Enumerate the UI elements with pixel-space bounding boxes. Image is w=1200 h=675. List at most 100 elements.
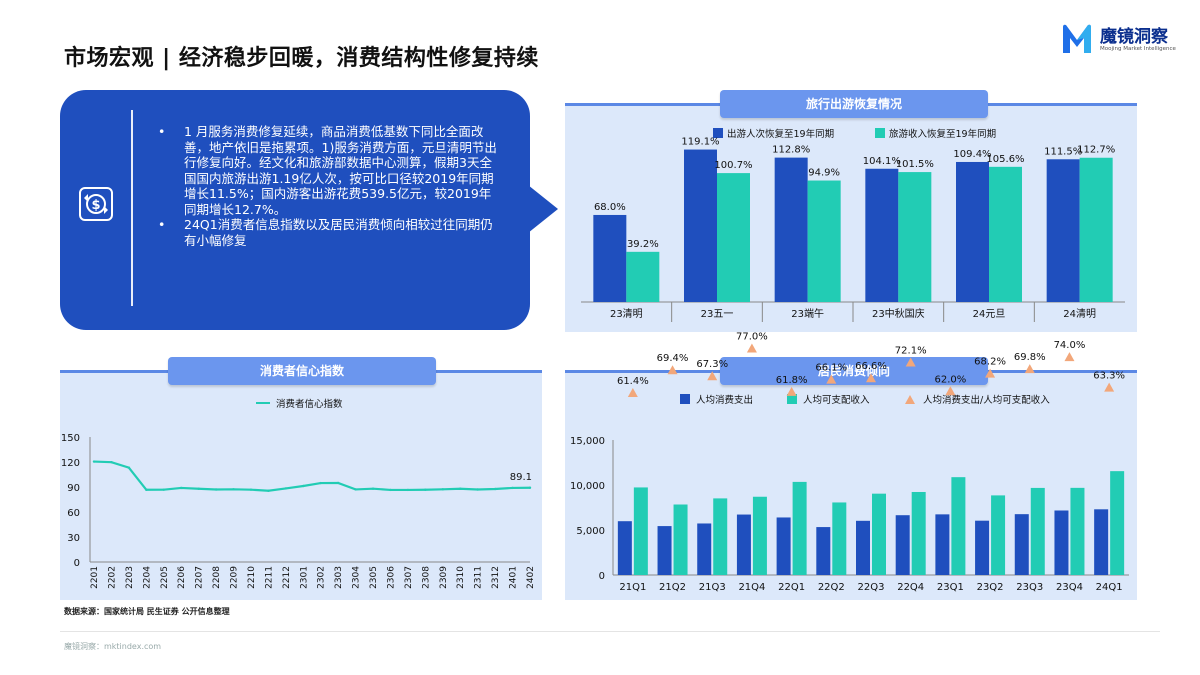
x-tick-label: 22Q3 (858, 582, 885, 593)
svg-text:$: $ (91, 198, 100, 213)
legend-label-confidence: 消费者信心指数 (276, 398, 343, 410)
bar-income (989, 166, 1022, 302)
legend-label-spending: 人均消费支出 (696, 394, 753, 406)
bar-data-label: 112.8% (772, 145, 810, 156)
bar-spending (1094, 509, 1109, 575)
ratio-marker (1104, 382, 1115, 392)
x-tick-label: 2211 (264, 566, 274, 589)
summary-bullet: 24Q1消费者信息指数以及居民消费倾向相较过往同期仍有小幅修复 (158, 217, 498, 248)
y-tick-label: 0 (74, 558, 80, 569)
x-tick-label: 23五一 (701, 309, 734, 320)
footer-text: 魔镜洞察：mktindex.com (64, 642, 162, 651)
legend-label-income: 人均可支配收入 (803, 394, 870, 406)
confidence-chart: 消费者信心指数 150 120 90 60 30 0 2201 2202 2203 2204 2205… (61, 398, 536, 589)
ratio-marker (1064, 352, 1075, 362)
confidence-point (389, 488, 392, 492)
x-tick-label: 2312 (491, 566, 501, 589)
x-tick-label: 2209 (230, 566, 240, 589)
data-source: 数据来源：国家统计局 民生证券 公开信息整理 (64, 607, 230, 616)
bar-data-label: 100.7% (714, 160, 752, 171)
end-value-label: 89.1 (510, 472, 532, 483)
x-tick-label: 2305 (369, 566, 379, 589)
ratio-data-label: 62.0% (934, 374, 966, 385)
ratio-marker (945, 386, 956, 396)
x-tick-label: 2201 (90, 566, 100, 589)
bar-data-label: 68.0% (594, 202, 626, 213)
travel-chart-panel (565, 103, 1137, 332)
x-tick-label: 21Q2 (659, 582, 686, 593)
x-tick-label: 2306 (386, 566, 396, 589)
confidence-chart-title: 消费者信心指数 (168, 357, 436, 385)
bar-spending (657, 526, 672, 575)
legend-label-income: 旅游收入恢复至19年同期 (889, 128, 996, 140)
footer-divider (60, 631, 1160, 632)
bar-data-label: 109.4% (953, 149, 991, 160)
bar-income (792, 481, 807, 575)
x-tick-label: 2302 (317, 566, 327, 589)
x-tick-label: 2310 (456, 566, 466, 589)
x-tick-label: 23Q1 (937, 582, 964, 593)
confidence-point (267, 489, 270, 492)
legend-label-ratio: 人均消费支出/人均可支配收入 (923, 394, 1050, 406)
bar-data-label: 112.7% (1077, 145, 1115, 156)
x-tick-label: 23Q3 (1016, 582, 1043, 593)
ratio-marker (826, 374, 837, 384)
bar-income (911, 491, 926, 575)
ratio-marker (627, 388, 638, 398)
confidence-point (197, 487, 200, 490)
x-tick-label: 24Q1 (1096, 582, 1123, 593)
x-tick-label: 2210 (247, 566, 257, 589)
money-cycle-icon: $ (79, 187, 113, 221)
x-tick-label: 23端午 (791, 307, 824, 320)
bar-income (991, 495, 1006, 575)
bar-visits (774, 157, 808, 302)
confidence-point (214, 488, 218, 491)
x-tick-label: 2207 (195, 566, 205, 589)
bar-spending (1014, 514, 1029, 575)
ratio-marker (786, 386, 797, 396)
confidence-point (424, 488, 427, 491)
confidence-point (232, 488, 235, 491)
bar-income (1110, 471, 1125, 575)
x-tick-label: 23Q4 (1056, 582, 1083, 593)
x-tick-label: 2311 (474, 566, 484, 589)
x-tick-label: 23清明 (610, 307, 643, 320)
ratio-data-label: 61.4% (617, 376, 649, 387)
bar-income (752, 496, 767, 575)
confidence-point (110, 460, 113, 464)
ratio-data-label: 67.3% (696, 359, 728, 370)
bar-income (713, 498, 728, 575)
ratio-marker (866, 373, 876, 383)
bar-spending (617, 521, 632, 575)
y-tick-label: 30 (67, 533, 80, 544)
bar-spending (975, 520, 990, 575)
confidence-point (371, 487, 375, 490)
x-tick-label: 2402 (526, 566, 536, 589)
bar-spending (856, 520, 870, 575)
page-title: 市场宏观 | 经济稳步回暖，消费结构性修复持续 (64, 46, 539, 71)
confidence-point (127, 466, 131, 469)
bar-income (1070, 487, 1085, 575)
logo-subtitle: Moojing Market Intelligence (1100, 46, 1176, 52)
x-tick-label: 2301 (299, 566, 309, 589)
propensity-chart: 人均消费支出 人均可支配收入 人均消费支出/人均可支配收入 15,000 10,000 5… (570, 332, 1129, 593)
x-tick-label: 2205 (160, 566, 170, 589)
x-tick-label: 2208 (212, 566, 222, 589)
bar-visits (593, 214, 627, 302)
bar-visits (684, 149, 717, 302)
confidence-point (180, 486, 183, 490)
x-tick-label: 2308 (421, 566, 431, 589)
legend-swatch-income (875, 128, 885, 138)
legend-swatch-spending (680, 394, 690, 404)
bar-income (832, 502, 847, 575)
ratio-data-label: 69.8% (1014, 352, 1046, 363)
ratio-data-label: 77.0% (736, 332, 768, 343)
bar-data-label: 111.5% (1044, 146, 1082, 157)
x-tick-label: 2204 (142, 566, 152, 589)
x-tick-label: 2303 (334, 566, 344, 589)
ratio-data-label: 74.0% (1054, 340, 1086, 351)
y-tick-label: 90 (67, 483, 80, 494)
confidence-point (162, 488, 165, 491)
confidence-point (441, 488, 444, 491)
bar-income (951, 477, 966, 575)
